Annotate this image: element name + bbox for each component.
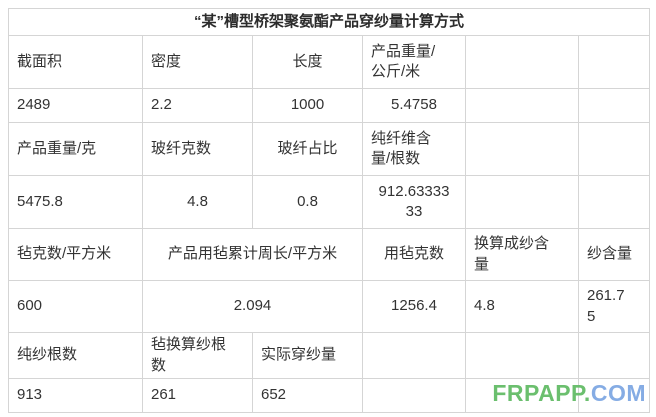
- header-glass-fiber-ratio: 玻纤占比: [252, 122, 363, 176]
- value-pure-yarn-strands: 913: [8, 378, 143, 413]
- empty-cell: [577, 332, 651, 379]
- header-pure-fiber-content-strands: 纯纤维含 量/根数: [362, 122, 466, 176]
- value-mat-converted-yarn-strands: 261: [142, 378, 253, 413]
- value-glass-fiber-grams: 4.8: [142, 175, 253, 229]
- empty-cell: [577, 175, 651, 229]
- header-mat-grams-used: 用毡克数: [362, 228, 466, 281]
- header-mat-converted-yarn-strands: 毡换算纱根 数: [142, 332, 253, 379]
- empty-cell: [465, 175, 579, 229]
- value-product-weight-kg-per-m: 5.4758: [362, 88, 466, 123]
- header-product-weight-kg-per-m: 产品重量/ 公斤/米: [362, 35, 466, 89]
- value-pure-fiber-content-strands: 912.6333333: [362, 175, 466, 229]
- empty-cell: [362, 378, 466, 413]
- header-cross-section-area: 截面积: [8, 35, 143, 89]
- header-product-weight-g: 产品重量/克: [8, 122, 143, 176]
- empty-cell: [577, 378, 651, 413]
- empty-cell: [465, 88, 579, 123]
- value-length: 1000: [252, 88, 363, 123]
- header-density: 密度: [142, 35, 253, 89]
- empty-cell: [577, 35, 651, 89]
- watermark-frpapp-text: FRPAPP.: [492, 380, 591, 406]
- header-length: 长度: [252, 35, 363, 89]
- value-density: 2.2: [142, 88, 253, 123]
- table-title: “某”槽型桥架聚氨酯产品穿纱量计算方式: [7, 8, 651, 36]
- header-converted-yarn-content: 换算成纱含 量: [465, 228, 579, 281]
- wrapped-number: 261.75: [587, 287, 625, 325]
- value-actual-yarn-threading: 652: [252, 378, 363, 413]
- header-mat-grams-per-sqm: 毡克数/平方米: [8, 228, 143, 281]
- value-product-weight-g: 5475.8: [8, 175, 143, 229]
- value-product-mat-cumulative-perimeter: 2.094: [142, 280, 363, 333]
- header-actual-yarn-threading: 实际穿纱量: [252, 332, 363, 379]
- header-glass-fiber-grams: 玻纤克数: [142, 122, 253, 176]
- header-product-mat-cumulative-perimeter: 产品用毡累计周长/平方米: [142, 228, 363, 281]
- value-glass-fiber-ratio: 0.8: [252, 175, 363, 229]
- value-yarn-content: 261.75: [577, 280, 651, 333]
- value-converted-yarn-content: 4.8: [465, 280, 579, 333]
- empty-cell: [577, 88, 651, 123]
- wrapped-number: 912.6333333: [378, 182, 450, 220]
- empty-cell: [465, 35, 579, 89]
- yarn-calculation-table: “某”槽型桥架聚氨酯产品穿纱量计算方式 截面积 密度 长度 产品重量/ 公斤/米…: [7, 8, 651, 413]
- empty-cell: [577, 122, 651, 176]
- header-pure-yarn-strands: 纯纱根数: [8, 332, 143, 379]
- value-cross-section-area: 2489: [8, 88, 143, 123]
- value-mat-grams-per-sqm: 600: [8, 280, 143, 333]
- empty-cell: [465, 332, 579, 379]
- watermark-com-text: COM: [590, 380, 646, 406]
- empty-cell: [465, 378, 579, 413]
- value-mat-grams-used: 1256.4: [362, 280, 466, 333]
- empty-cell: [362, 332, 466, 379]
- empty-cell: [465, 122, 579, 176]
- frpapp-watermark[interactable]: FRPAPP.COM: [492, 380, 646, 407]
- header-yarn-content: 纱含量: [577, 228, 651, 281]
